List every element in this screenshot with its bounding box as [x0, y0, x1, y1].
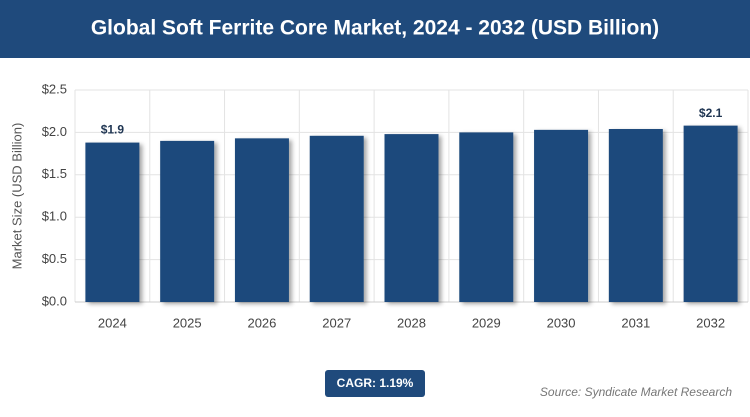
- x-tick-label: 2031: [621, 315, 650, 330]
- bar: [534, 129, 589, 302]
- y-tick-label: $1.0: [42, 209, 67, 224]
- y-tick-label: $0.0: [42, 293, 67, 308]
- cagr-badge: [325, 370, 425, 397]
- bar: [160, 140, 215, 302]
- cagr-text: CAGR: 1.19%: [337, 376, 414, 390]
- x-tick-label: 2030: [547, 315, 576, 330]
- x-tick-label: 2029: [472, 315, 501, 330]
- x-tick-label: 2027: [322, 315, 351, 330]
- y-tick-label: $1.5: [42, 166, 67, 181]
- bar: [608, 129, 663, 302]
- bar: [85, 142, 140, 302]
- y-tick-label: $2.5: [42, 81, 67, 96]
- source-text: Source: Syndicate Market Research: [540, 385, 732, 399]
- x-tick-label: 2028: [397, 315, 426, 330]
- y-tick-label: $2.0: [42, 124, 67, 139]
- value-label: $1.9: [101, 123, 125, 137]
- value-label: $2.1: [699, 106, 723, 120]
- x-tick-label: 2032: [696, 315, 725, 330]
- chart-title: Global Soft Ferrite Core Market, 2024 - …: [91, 17, 659, 40]
- bar: [234, 138, 289, 302]
- bar: [309, 135, 364, 302]
- bar: [683, 125, 738, 302]
- bar: [459, 132, 514, 302]
- header-banner: [0, 0, 750, 58]
- x-tick-label: 2024: [98, 315, 127, 330]
- x-tick-label: 2026: [247, 315, 276, 330]
- y-tick-label: $0.5: [42, 251, 67, 266]
- x-tick-label: 2025: [173, 315, 202, 330]
- bar: [384, 134, 439, 302]
- y-axis-label: Market Size (USD Billion): [9, 123, 24, 270]
